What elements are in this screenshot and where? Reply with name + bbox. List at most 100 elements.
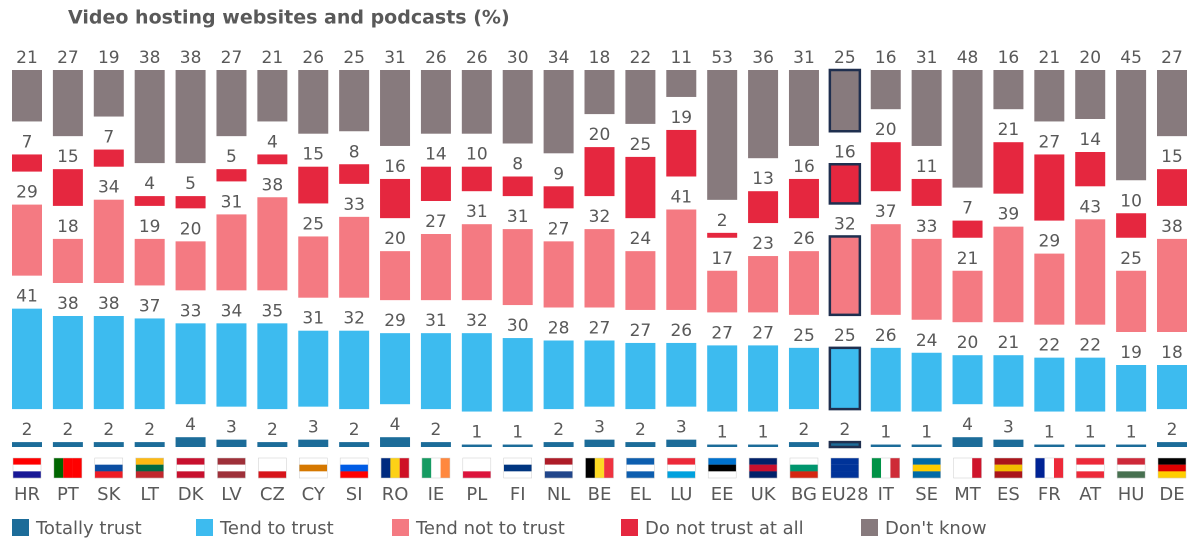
bar-segment — [1116, 70, 1147, 181]
bar-segment — [1034, 154, 1065, 221]
bar-segment — [1034, 253, 1065, 325]
value-label: 11 — [670, 48, 692, 68]
value-label: 9 — [553, 164, 564, 184]
bar-segment — [707, 270, 738, 313]
flag-stripe — [399, 458, 410, 478]
value-label: 38 — [180, 48, 202, 68]
bar-segment — [870, 444, 901, 447]
bar-segment — [12, 154, 42, 172]
bar-segment — [1116, 444, 1147, 447]
bar-segment — [134, 70, 165, 164]
value-label: 34 — [548, 48, 570, 68]
bar-segment — [380, 251, 411, 301]
bar-segment — [993, 70, 1024, 110]
bar-segment — [257, 154, 288, 165]
value-label: 4 — [390, 415, 401, 435]
value-label: 3 — [226, 418, 237, 438]
flag-border — [748, 457, 778, 479]
value-label: 2 — [267, 420, 278, 440]
bar-segment — [339, 70, 370, 132]
bar-segment — [461, 70, 492, 134]
bar-segment — [1116, 365, 1147, 412]
flag-stripe — [72, 458, 82, 478]
value-label: 5 — [226, 147, 237, 167]
flag — [258, 457, 287, 479]
flag-border — [830, 457, 860, 479]
flag-stripe — [1158, 464, 1186, 472]
bar-segment — [134, 196, 165, 206]
flag-stripe — [789, 458, 818, 465]
flag-stripe — [340, 458, 369, 465]
x-tick-label: ES — [997, 484, 1020, 505]
value-label: 31 — [466, 202, 488, 222]
value-label: 31 — [425, 311, 447, 331]
flag-stripe — [462, 464, 491, 472]
value-label: 4 — [962, 415, 973, 435]
flag — [462, 457, 492, 479]
bar-segment — [1034, 444, 1065, 447]
bar-segment — [748, 191, 779, 224]
flag — [217, 457, 246, 479]
x-tick-label: IE — [428, 484, 445, 505]
bar-segment — [216, 214, 247, 291]
value-label: 20 — [1079, 48, 1101, 68]
value-label: 39 — [998, 205, 1020, 225]
flag — [380, 457, 410, 479]
flag-stripe — [94, 458, 123, 465]
flag — [626, 457, 655, 479]
x-tick-label: CZ — [260, 484, 285, 505]
value-label: 2 — [349, 420, 360, 440]
value-label: 16 — [793, 157, 815, 177]
bar-segment — [257, 70, 288, 122]
bar-segment — [666, 342, 697, 407]
bar-segment — [93, 70, 124, 117]
flag-border — [1035, 457, 1064, 479]
value-label: 31 — [302, 309, 324, 329]
bar-segment — [52, 238, 83, 283]
bar-segment — [12, 204, 42, 276]
bar-segment — [1116, 270, 1147, 332]
value-label: 18 — [589, 48, 611, 68]
flag-stripe — [135, 464, 164, 472]
flag-stripe — [972, 458, 982, 478]
flag — [830, 457, 860, 479]
flag — [544, 457, 573, 479]
value-label: 27 — [57, 48, 79, 68]
flag-stripe — [544, 458, 573, 465]
flag-stripe — [1117, 464, 1146, 472]
value-label: 27 — [589, 319, 611, 339]
value-label: 3 — [308, 418, 319, 438]
flag-stripe — [830, 471, 859, 479]
bar-segment — [502, 338, 533, 412]
bar-segment — [93, 199, 124, 283]
value-label: 31 — [916, 48, 938, 68]
x-tick-label: BG — [791, 484, 817, 505]
flag-stripe — [1053, 458, 1064, 478]
legend-label: Tend to trust — [219, 518, 334, 539]
flag-border — [707, 457, 737, 479]
bar-segment — [543, 70, 574, 154]
value-label: 21 — [957, 249, 979, 269]
flag-stripe — [912, 464, 941, 472]
value-label: 2 — [144, 420, 155, 440]
bar-segment — [216, 439, 247, 447]
value-label: 27 — [425, 212, 447, 232]
value-label: 2 — [799, 420, 810, 440]
bar-segment — [748, 70, 779, 159]
bar-segment — [748, 444, 779, 447]
flag — [12, 457, 42, 479]
value-label: 8 — [512, 155, 523, 175]
chart-title: Video hosting websites and podcasts (%) — [68, 7, 510, 29]
bar-segment — [952, 437, 983, 447]
bar-segment — [175, 437, 206, 447]
flag-stripe — [994, 458, 1023, 465]
bar-segment — [461, 444, 492, 447]
flag-border — [339, 457, 369, 479]
flag — [912, 457, 941, 479]
value-label: 45 — [1120, 48, 1142, 68]
value-label: 48 — [957, 48, 979, 68]
flag — [1116, 457, 1146, 479]
flag-stripe — [962, 458, 973, 478]
bar-segment — [543, 241, 574, 308]
